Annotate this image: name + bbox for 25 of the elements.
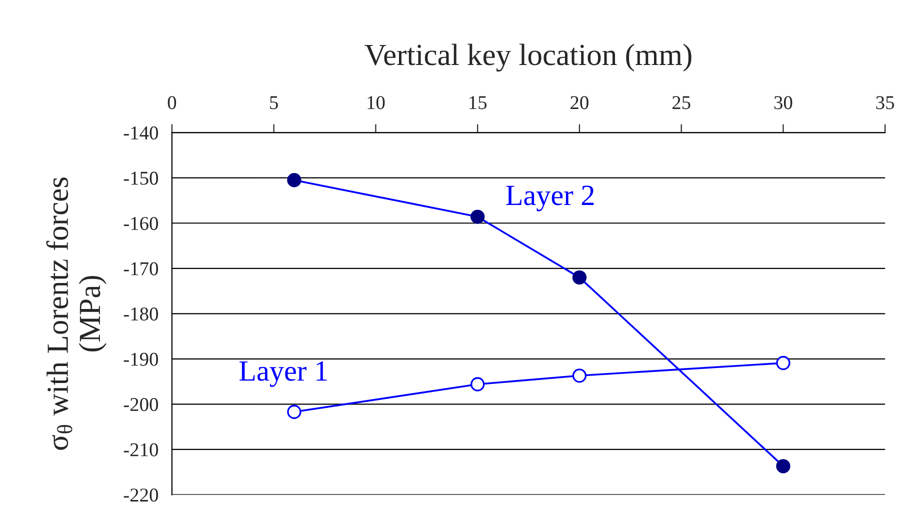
x-tick-label: 35 <box>876 96 894 110</box>
y-tick-label: -140 <box>124 126 158 140</box>
x-axis-title: Vertical key location (mm) <box>364 44 692 72</box>
point <box>776 356 790 370</box>
series-label: Layer 1 <box>239 361 327 387</box>
x-tick-label: 30 <box>774 96 792 110</box>
y-tick-label: -190 <box>124 352 158 366</box>
x-tick-label: 15 <box>470 96 487 110</box>
y-tick-label: -200 <box>124 398 158 412</box>
y-tick-label: -210 <box>124 443 158 456</box>
y-tick-label: -170 <box>124 262 158 276</box>
x-tick-label: 25 <box>672 96 690 110</box>
y-tick-label: -180 <box>124 307 158 321</box>
y-axis-title: σ$_{θ}$ with Lorentz forces (MPa) <box>46 178 106 450</box>
point <box>470 377 485 392</box>
point <box>287 404 302 419</box>
x-tick-label: 10 <box>368 96 385 110</box>
y-tick-label: -220 <box>124 488 158 502</box>
x-tick-label: 0 <box>168 96 176 110</box>
y-tick-label: -150 <box>124 172 158 185</box>
x-tick-label: 5 <box>270 96 278 110</box>
point <box>572 368 587 383</box>
x-tick-label: 20 <box>570 96 588 110</box>
y-tick-label: -160 <box>124 216 158 230</box>
series-label: Layer 2 <box>506 186 594 212</box>
